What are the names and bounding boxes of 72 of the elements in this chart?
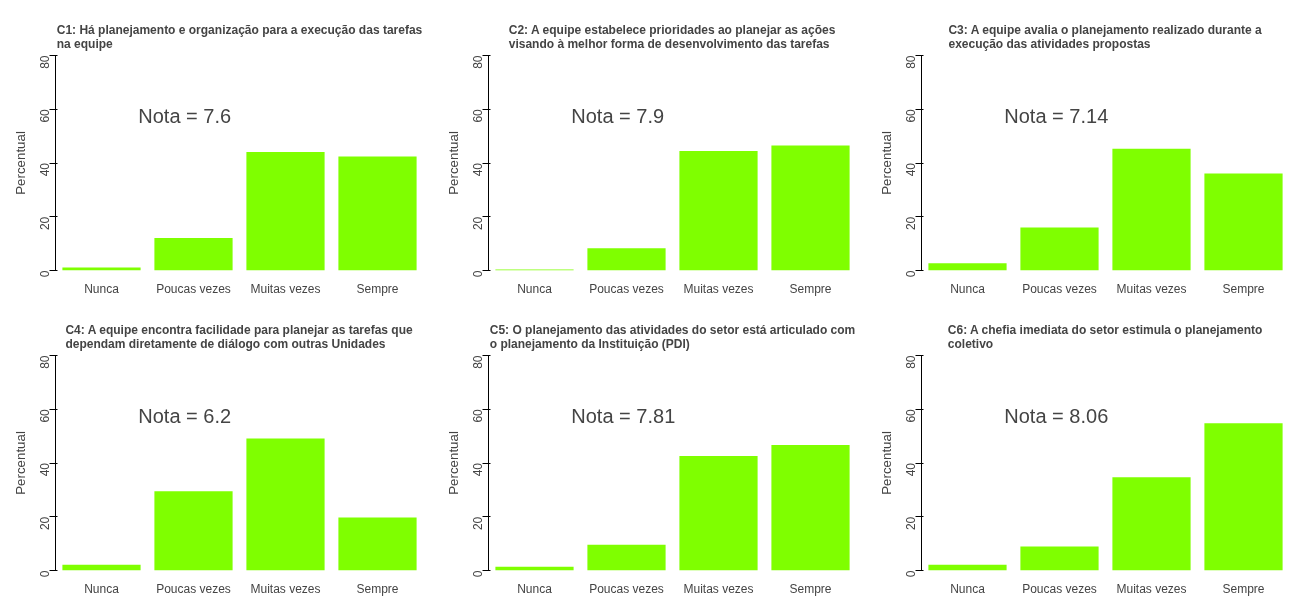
- x-tick-label: Sempre: [789, 281, 832, 296]
- y-axis-title: Percentual: [12, 131, 28, 195]
- x-tick-label: Sempre: [356, 581, 399, 596]
- y-tick-label: 80: [38, 55, 52, 69]
- x-tick-label: Nunca: [950, 581, 986, 596]
- chart-title: C5: O planejamento das atividades do setor está articulado com o planejamento da Instituição (PDI): [489, 322, 856, 351]
- x-tick-label: Poucas vezes: [1022, 281, 1097, 296]
- y-tick-label: 80: [38, 355, 52, 369]
- y-tick-label: 60: [904, 108, 918, 123]
- y-axis-title: Percentual: [445, 431, 461, 495]
- y-tick-label: 0: [471, 270, 485, 278]
- y-tick-label: 40: [471, 462, 485, 477]
- x-tick-label: Nunca: [84, 281, 120, 296]
- chart-title: C1: Há planejamento e organização para a execução das tarefas na equipe: [56, 22, 423, 51]
- y-tick-label: 40: [904, 462, 918, 477]
- x-tick-label: Sempre: [789, 581, 832, 596]
- y-tick-label: 60: [38, 108, 52, 123]
- y-tick-label: 20: [904, 216, 918, 231]
- y-tick-label: 80: [471, 355, 485, 369]
- y-tick-label: 60: [38, 408, 52, 423]
- x-tick-label: Poucas vezes: [589, 581, 664, 596]
- y-tick-label: 40: [904, 162, 918, 177]
- annotation: Nota = 7.14: [1004, 104, 1109, 127]
- y-tick-label: 80: [904, 355, 918, 369]
- y-tick-label: 0: [904, 270, 918, 278]
- annotation: Nota = 6.2: [138, 404, 232, 427]
- y-tick-label: 20: [904, 516, 918, 531]
- x-tick-label: Nunca: [517, 281, 553, 296]
- x-tick-label: Poucas vezes: [156, 581, 231, 596]
- x-tick-label: Poucas vezes: [156, 281, 231, 296]
- y-tick-label: 0: [38, 570, 52, 578]
- y-axis-title: Percentual: [878, 131, 894, 195]
- y-tick-label: 80: [471, 55, 485, 69]
- x-tick-label: Poucas vezes: [1022, 581, 1097, 596]
- y-tick-label: 80: [904, 55, 918, 69]
- x-tick-label: Sempre: [356, 281, 399, 296]
- x-tick-label: Muitas vezes: [683, 581, 754, 596]
- y-tick-label: 20: [471, 516, 485, 531]
- y-axis-title: Percentual: [878, 431, 894, 495]
- x-tick-label: Muitas vezes: [250, 281, 321, 296]
- y-tick-label: 20: [38, 216, 52, 231]
- annotation: Nota = 7.6: [138, 104, 232, 127]
- y-tick-label: 40: [471, 162, 485, 177]
- annotation: Nota = 7.81: [571, 404, 676, 427]
- x-tick-label: Sempre: [1222, 281, 1265, 296]
- y-tick-label: 60: [904, 408, 918, 423]
- x-tick-label: Muitas vezes: [1116, 581, 1187, 596]
- y-tick-label: 40: [38, 462, 52, 477]
- x-tick-label: Muitas vezes: [250, 581, 321, 596]
- y-tick-label: 0: [904, 570, 918, 578]
- chart-title: C6: A chefia imediata do setor estimula o planejamento coletivo: [947, 322, 1263, 351]
- y-tick-label: 20: [471, 216, 485, 231]
- y-tick-label: 20: [38, 516, 52, 531]
- annotation: Nota = 8.06: [1004, 404, 1109, 427]
- x-tick-label: Muitas vezes: [1116, 281, 1187, 296]
- y-tick-label: 40: [38, 162, 52, 177]
- x-tick-label: Nunca: [950, 281, 986, 296]
- y-axis-title: Percentual: [445, 131, 461, 195]
- y-tick-label: 60: [471, 408, 485, 423]
- x-tick-label: Poucas vezes: [589, 281, 664, 296]
- y-tick-label: 0: [38, 270, 52, 278]
- x-tick-label: Muitas vezes: [683, 281, 754, 296]
- chart-title: C4: A equipe encontra facilidade para planejar as tarefas que dependam diretamente de diálogo com outras Unidades: [65, 322, 413, 351]
- chart-title: C2: A equipe estabelece prioridades ao planejar as ações visando à melhor forma de desenvolvimento das tarefas: [508, 22, 836, 51]
- x-tick-label: Nunca: [517, 581, 553, 596]
- x-tick-label: Nunca: [84, 581, 120, 596]
- x-tick-label: Sempre: [1222, 581, 1265, 596]
- chart-title: C3: A equipe avalia o planejamento realizado durante a execução das atividades propostas: [948, 22, 1262, 51]
- annotation: Nota = 7.9: [571, 104, 665, 127]
- y-axis-title: Percentual: [12, 431, 28, 495]
- y-tick-label: 0: [471, 570, 485, 578]
- y-tick-label: 60: [471, 108, 485, 123]
